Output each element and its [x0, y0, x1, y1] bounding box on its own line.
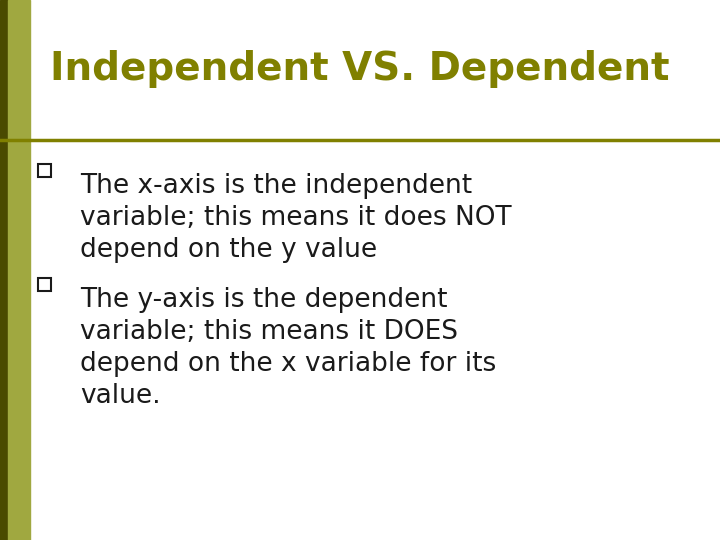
Text: variable; this means it DOES: variable; this means it DOES — [80, 319, 458, 345]
Text: depend on the x variable for its: depend on the x variable for its — [80, 351, 496, 377]
Text: The y-axis is the dependent: The y-axis is the dependent — [80, 287, 448, 313]
Text: value.: value. — [80, 383, 161, 409]
Bar — [0, 0, 8, 540]
Bar — [8, 0, 30, 540]
Text: depend on the y value: depend on the y value — [80, 237, 377, 263]
Text: The x-axis is the independent: The x-axis is the independent — [80, 173, 472, 199]
Text: variable; this means it does NOT: variable; this means it does NOT — [80, 205, 512, 231]
Bar — [38, 164, 51, 177]
Bar — [38, 278, 51, 291]
Text: Independent VS. Dependent: Independent VS. Dependent — [50, 50, 670, 88]
